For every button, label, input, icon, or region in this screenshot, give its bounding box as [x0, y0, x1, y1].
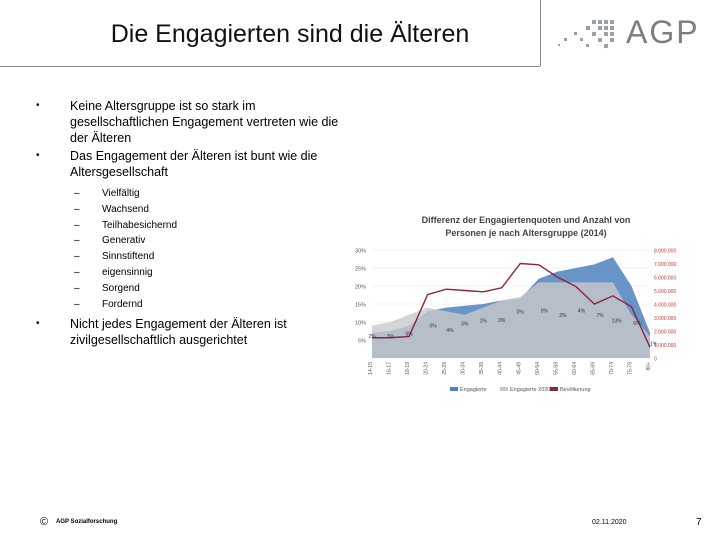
x-tick-label: 65-69	[590, 362, 596, 375]
data-label: 3%	[498, 318, 506, 324]
sub-item: – Generativ	[74, 235, 146, 247]
y-right-tick-label: 2.000.000	[654, 330, 676, 336]
bullet-marker: •	[36, 100, 40, 111]
data-label: 6%	[405, 332, 413, 338]
sub-item-text: eigensinnig	[102, 266, 153, 278]
data-label: 13%	[612, 319, 623, 325]
x-tick-label: 16-17	[387, 362, 393, 375]
x-tick-label: 18-19	[405, 362, 411, 375]
bullet-text: Nicht jedes Engagement der Älteren ist z…	[70, 317, 287, 348]
bullet-item: • Keine Altersgruppe ist so stark im ges…	[36, 98, 356, 146]
data-label: 3%	[461, 322, 469, 328]
x-tick-label: 70-74	[609, 362, 615, 375]
bullet-item: • Das Engagement der Älteren ist bunt wi…	[36, 148, 356, 180]
chart-title-line1: Differenz der Engagiertenquoten und Anza…	[422, 215, 631, 225]
data-label: 0%	[541, 309, 549, 315]
x-tick-label: 75-79	[627, 362, 633, 375]
x-tick-label: 55-59	[553, 362, 559, 375]
sub-item-text: Teilhabesichernd	[102, 219, 178, 231]
sub-item-text: Generativ	[102, 235, 146, 247]
y-right-tick-label: 1.000.000	[654, 343, 676, 349]
data-label: 0%	[517, 309, 525, 315]
bullet-marker: •	[36, 318, 40, 330]
x-tick-label: 30-34	[461, 362, 467, 375]
sub-item: – Fordernd	[74, 298, 143, 310]
sub-list: – Vielfältig – Wachsend – Teilhabesichernd …	[36, 186, 356, 312]
y-right-tick-label: 3.000.000	[654, 316, 676, 322]
sub-item: – Sinnstiftend	[74, 251, 155, 263]
data-label: 2%	[368, 334, 376, 340]
footer-copyright: ©	[40, 516, 49, 528]
sub-item: – Wachsend	[74, 203, 149, 215]
series-line-bevoelkerung	[372, 262, 651, 348]
sub-item: – Teilhabesichernd	[74, 219, 178, 231]
legend-swatch	[550, 387, 558, 391]
y-left-tick-label: 30%	[355, 249, 366, 255]
y-left-tick-label: 25%	[355, 267, 366, 273]
engagement-chart: Differenz der Engagiertenquoten und Anza…	[350, 208, 680, 398]
legend-entry: Engagierte 2020	[510, 387, 550, 393]
legend-entry: Engagierte	[460, 387, 487, 393]
footer-date: 02.11.2020	[592, 519, 627, 526]
sub-item: – Vielfältig	[74, 188, 140, 199]
y-right-tick-label: 8.000.000	[654, 249, 676, 255]
legend-entry: Bevölkerung	[560, 387, 591, 393]
x-tick-label: 80+	[646, 362, 652, 371]
sub-item-text: Sinnstiftend	[102, 251, 155, 263]
x-tick-label: 14-15	[368, 362, 374, 375]
data-label: 4%	[578, 309, 586, 315]
bullet-item: • Nicht jedes Engagement der Älteren ist…	[36, 316, 356, 348]
sub-item: – Sorgend	[74, 282, 140, 294]
legend-swatch	[450, 387, 458, 391]
sub-item-text: Wachsend	[102, 203, 149, 215]
sub-item-text: Fordernd	[102, 298, 143, 310]
sub-item-text: Sorgend	[102, 282, 140, 294]
y-right-tick-label: 4.000.000	[654, 303, 676, 309]
logo-divider	[540, 0, 541, 66]
agp-logo: AGP	[556, 14, 706, 54]
data-label: 7%	[596, 313, 604, 319]
y-right-tick-label: 6.000.000	[654, 276, 676, 282]
slide-title: Die Engagierten sind die Älteren	[110, 20, 470, 48]
x-tick-label: 40-44	[498, 362, 504, 375]
x-tick-label: 35-39	[479, 362, 485, 375]
bullet-list: • Keine Altersgruppe ist so stark im ges…	[36, 98, 356, 348]
y-left-tick-label: 20%	[355, 285, 366, 291]
chart-title-line2: Personen je nach Altersgruppe (2014)	[445, 228, 606, 238]
data-label: 0%	[430, 323, 438, 329]
y-right-tick-label: 0	[654, 357, 657, 363]
data-label: 6%	[633, 321, 641, 327]
bullet-text: Keine Altersgruppe ist so stark im gesel…	[70, 99, 339, 145]
y-left-tick-label: 5%	[358, 339, 366, 345]
data-label: 1%	[650, 341, 658, 347]
y-right-tick-label: 5.000.000	[654, 289, 676, 295]
footer-brand: AGP Sozialforschung	[56, 519, 118, 525]
y-left-tick-label: 10%	[355, 321, 366, 327]
header-rule	[0, 66, 540, 67]
x-tick-label: 50-54	[535, 362, 541, 375]
x-tick-label: 45-49	[516, 362, 522, 375]
x-tick-label: 20-24	[424, 362, 430, 375]
sub-item-text: Vielfältig	[102, 188, 140, 199]
data-label: 2%	[559, 313, 567, 319]
x-tick-label: 60-64	[572, 362, 578, 375]
x-tick-label: 25-29	[442, 362, 448, 375]
logo-text: AGP	[626, 14, 700, 50]
sub-item: – eigensinnig	[74, 266, 153, 278]
page-number: 7	[696, 517, 702, 528]
data-label: 1%	[480, 319, 488, 325]
bullet-text: Das Engagement der Älteren ist bunt wie …	[70, 149, 318, 179]
data-label: 4%	[446, 328, 454, 334]
series-area-engagierte-2020	[372, 282, 650, 358]
data-label: 3%	[387, 334, 395, 340]
bullet-marker: •	[36, 150, 40, 161]
y-left-tick-label: 15%	[355, 303, 366, 309]
y-right-tick-label: 7.000.000	[654, 262, 676, 268]
legend-swatch	[500, 387, 508, 391]
logo-dots-icon	[558, 20, 614, 48]
